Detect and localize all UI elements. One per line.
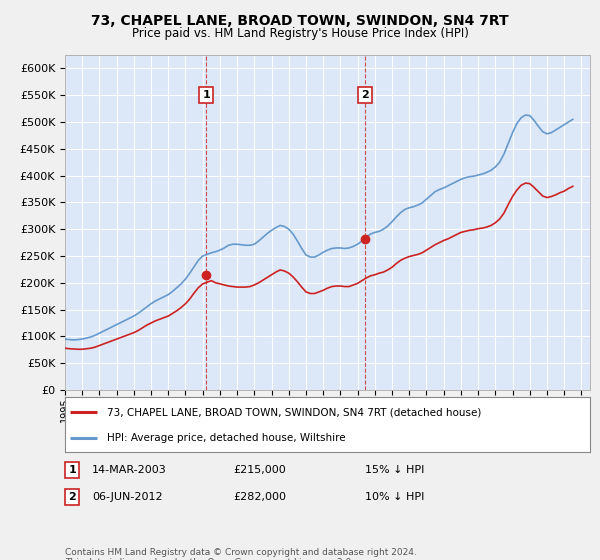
- Text: Contains HM Land Registry data © Crown copyright and database right 2024.
This d: Contains HM Land Registry data © Crown c…: [65, 548, 417, 560]
- Text: 14-MAR-2003: 14-MAR-2003: [92, 465, 167, 475]
- Text: £282,000: £282,000: [233, 492, 286, 502]
- Text: 1: 1: [68, 465, 76, 475]
- Text: 2: 2: [68, 492, 76, 502]
- Text: 73, CHAPEL LANE, BROAD TOWN, SWINDON, SN4 7RT: 73, CHAPEL LANE, BROAD TOWN, SWINDON, SN…: [91, 14, 509, 28]
- Text: 10% ↓ HPI: 10% ↓ HPI: [365, 492, 424, 502]
- Text: 73, CHAPEL LANE, BROAD TOWN, SWINDON, SN4 7RT (detached house): 73, CHAPEL LANE, BROAD TOWN, SWINDON, SN…: [107, 408, 481, 417]
- Text: Price paid vs. HM Land Registry's House Price Index (HPI): Price paid vs. HM Land Registry's House …: [131, 27, 469, 40]
- Text: £215,000: £215,000: [233, 465, 286, 475]
- Text: 06-JUN-2012: 06-JUN-2012: [92, 492, 163, 502]
- Text: 15% ↓ HPI: 15% ↓ HPI: [365, 465, 424, 475]
- Text: HPI: Average price, detached house, Wiltshire: HPI: Average price, detached house, Wilt…: [107, 433, 346, 444]
- Text: 1: 1: [202, 90, 210, 100]
- Text: 2: 2: [361, 90, 369, 100]
